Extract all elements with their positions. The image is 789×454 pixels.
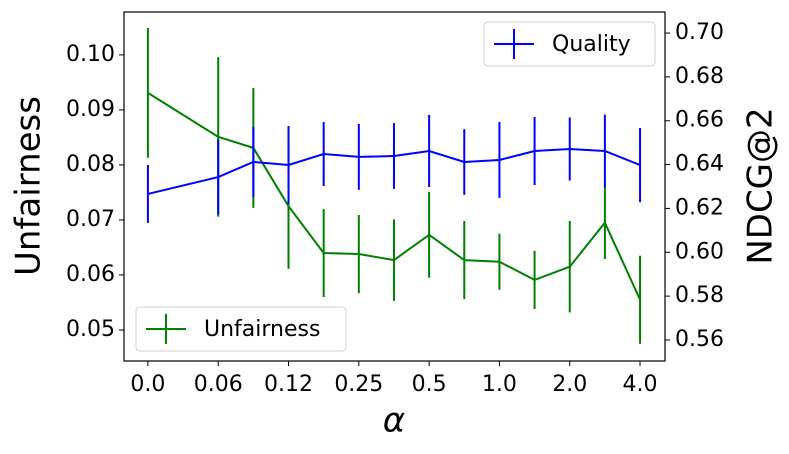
y-tick-label: 0.06 [66,262,115,287]
y-tick-label: 0.08 [66,152,115,177]
y2-axis-label: NDCG@2 [741,107,781,264]
y2-tick-label: 0.70 [675,20,724,45]
x-tick-label: 1.0 [482,372,517,397]
y2-tick-label: 0.66 [675,108,724,133]
y-tick-label: 0.05 [66,317,115,342]
legend-box [135,306,347,352]
y2-tick-label: 0.64 [675,152,724,177]
y2-tick-label: 0.56 [675,327,724,352]
y-tick-label: 0.09 [66,97,115,122]
x-tick-label: 0.06 [194,372,243,397]
y2-tick-label: 0.62 [675,195,724,220]
y2-tick-label: 0.58 [675,283,724,308]
legend-box [483,21,656,67]
x-tick-label: 0.25 [334,372,383,397]
plot-frame [123,11,666,362]
x-tick-label: 4.0 [623,372,658,397]
y2-tick-label: 0.68 [675,64,724,89]
y-axis-label: Unfairness [9,96,49,276]
y-tick-label: 0.07 [66,207,115,232]
y2-tick-label: 0.60 [675,239,724,264]
series-line [147,148,641,195]
legend-label: Unfairness [204,317,320,342]
series-line [147,92,641,301]
x-tick-label: 0.5 [412,372,447,397]
legend-label: Quality [552,32,631,57]
x-axis-label: α [383,401,405,441]
x-tick-label: 2.0 [552,372,587,397]
x-tick-label: 0.0 [130,372,165,397]
x-tick-label: 0.12 [264,372,313,397]
y-tick-label: 0.10 [66,42,115,67]
